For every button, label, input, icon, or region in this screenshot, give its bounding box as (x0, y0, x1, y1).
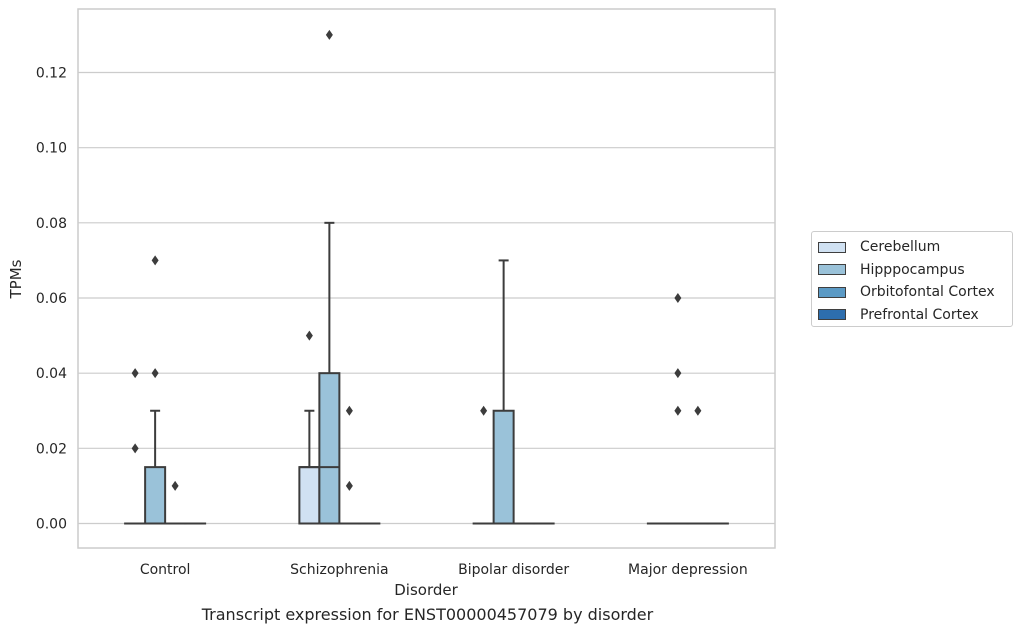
legend-label: Hipppocampus (860, 261, 965, 278)
legend-swatch (818, 309, 846, 321)
y-axis-label: TPMs (7, 259, 25, 299)
x-axis-label: Disorder (394, 581, 458, 599)
box-group (164, 480, 187, 525)
outlier-point (151, 368, 159, 379)
legend-swatch (818, 264, 846, 276)
legend-label: Prefrontal Cortex (860, 306, 979, 323)
outlier-point (171, 480, 179, 491)
outlier-point (345, 480, 353, 491)
legend-label: Cerebellum (860, 239, 941, 256)
outlier-point (694, 405, 702, 416)
outlier-point (131, 368, 139, 379)
outlier-point (674, 368, 682, 379)
y-tick-label: 0.08 (36, 216, 67, 232)
plot-area-frame (77, 8, 776, 549)
box-group (686, 405, 709, 525)
box (318, 372, 341, 525)
legend-item: Hipppocampus (818, 259, 1006, 282)
box-group (472, 405, 495, 525)
y-tick-labels: 0.00 0.02 0.04 0.06 0.08 0.10 0.12 (36, 66, 67, 533)
outlier-point (305, 330, 313, 341)
x-tick-label: Schizophrenia (290, 562, 388, 578)
legend-swatch (818, 241, 846, 253)
box-group (144, 255, 167, 525)
box (144, 466, 167, 525)
box-group (318, 29, 341, 525)
y-tick-label: 0.00 (36, 517, 67, 533)
outlier-point (674, 405, 682, 416)
box-group (666, 293, 689, 525)
legend-item: Prefrontal Cortex (818, 304, 1006, 327)
y-tick-label: 0.10 (36, 141, 67, 157)
box (298, 466, 321, 525)
x-tick-label: Major depression (628, 562, 748, 578)
legend-item: Orbitofontal Cortex (818, 281, 1006, 304)
legend: Cerebellum Hipppocampus Orbitofontal Corte… (811, 231, 1013, 327)
legend-label: Orbitofontal Cortex (860, 284, 995, 301)
box-group (124, 368, 147, 525)
y-tick-label: 0.02 (36, 441, 67, 457)
x-tick-labels: Control Schizophrenia Bipolar disorder Majo… (140, 562, 748, 578)
legend-swatch (818, 286, 846, 298)
y-tick-label: 0.04 (36, 366, 67, 382)
chart-caption: Transcript expression for ENST0000045707… (201, 605, 654, 624)
outlier-point (674, 293, 682, 303)
outlier-point (131, 443, 139, 454)
outlier-point (345, 405, 353, 416)
outlier-point (480, 405, 488, 416)
legend-item: Cerebellum (818, 236, 1006, 259)
box (492, 409, 515, 525)
box-group (338, 405, 361, 525)
outlier-point (151, 255, 159, 266)
box-group (298, 330, 321, 525)
y-tick-label: 0.12 (36, 66, 67, 82)
grid-lines (78, 71, 775, 525)
outlier-point (325, 29, 333, 40)
y-tick-label: 0.06 (36, 291, 67, 307)
box-marks (124, 29, 729, 525)
x-tick-label: Bipolar disorder (458, 562, 569, 578)
x-tick-label: Control (140, 562, 191, 578)
box-group (492, 259, 515, 525)
